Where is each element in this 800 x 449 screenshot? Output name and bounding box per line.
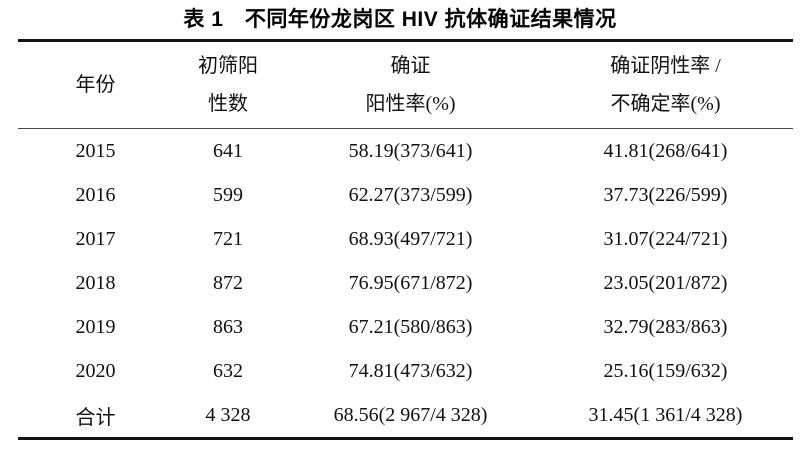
cell-screen-positive: 4 328 [205, 403, 251, 426]
header-confirm-positive-rate: 确证 阳性率(%) [283, 42, 538, 128]
cell-confirm-negative-rate: 31.07(224/721) [603, 227, 728, 250]
header-confirm-negative-rate-line1: 确证阴性率 / [610, 55, 721, 77]
cell-confirm-negative-rate: 23.05(201/872) [603, 271, 728, 294]
cell-confirm-positive-rate: 67.21(580/863) [348, 315, 473, 338]
table-title: 表 1 不同年份龙岗区 HIV 抗体确证结果情况 [183, 8, 617, 31]
top-rule [18, 39, 793, 42]
header-year-label: 年份 [75, 74, 116, 96]
cell-year: 2017 [75, 227, 116, 250]
cell-screen-positive: 863 [213, 315, 244, 338]
cell-confirm-negative-rate: 37.73(226/599) [603, 183, 728, 206]
cell-year: 2018 [75, 271, 116, 294]
bottom-rule [18, 437, 793, 440]
cell-year: 2019 [75, 315, 116, 338]
header-confirm-positive-rate-line1: 确证 [390, 55, 431, 77]
cell-screen-positive: 632 [213, 359, 244, 382]
cell-screen-positive: 721 [213, 227, 244, 250]
header-screen-positive: 初筛阳 性数 [173, 42, 283, 128]
cell-confirm-positive-rate: 62.27(373/599) [348, 183, 473, 206]
cell-year: 2016 [75, 183, 116, 206]
table-row: 2017 721 68.93(497/721) 31.07(224/721) [18, 217, 793, 261]
cell-confirm-positive-rate: 68.56(2 967/4 328) [333, 403, 488, 426]
cell-confirm-negative-rate: 25.16(159/632) [603, 359, 728, 382]
table-row: 2016 599 62.27(373/599) 37.73(226/599) [18, 173, 793, 217]
cell-confirm-negative-rate: 41.81(268/641) [603, 139, 728, 162]
header-year: 年份 [18, 42, 173, 128]
table-body: 2015 641 58.19(373/641) 41.81(268/641) 2… [18, 129, 793, 437]
cell-confirm-negative-rate: 31.45(1 361/4 328) [588, 403, 743, 426]
header-confirm-negative-rate: 确证阴性率 / 不确定率(%) [538, 42, 793, 128]
header-screen-positive-line1: 初筛阳 [198, 55, 259, 77]
table-row: 2020 632 74.81(473/632) 25.16(159/632) [18, 349, 793, 393]
cell-screen-positive: 641 [213, 139, 244, 162]
cell-confirm-positive-rate: 74.81(473/632) [348, 359, 473, 382]
header-rule [18, 128, 793, 129]
table-row-total: 合计 4 328 68.56(2 967/4 328) 31.45(1 361/… [18, 393, 793, 437]
table-header-row: 年份 初筛阳 性数 确证 阳性率(%) 确证阴性率 / 不确定率(%) [18, 42, 793, 128]
cell-confirm-positive-rate: 76.95(671/872) [348, 271, 473, 294]
table-row: 2019 863 67.21(580/863) 32.79(283/863) [18, 305, 793, 349]
cell-screen-positive: 599 [213, 183, 244, 206]
cell-year: 2020 [75, 359, 116, 382]
header-confirm-negative-rate-line2: 不确定率(%) [610, 93, 721, 115]
table-row: 2015 641 58.19(373/641) 41.81(268/641) [18, 129, 793, 173]
header-confirm-positive-rate-line2: 阳性率(%) [365, 93, 456, 115]
cell-year: 合计 [75, 406, 116, 429]
table-row: 2018 872 76.95(671/872) 23.05(201/872) [18, 261, 793, 305]
cell-confirm-positive-rate: 68.93(497/721) [348, 227, 473, 250]
cell-year: 2015 [75, 139, 116, 162]
cell-confirm-negative-rate: 32.79(283/863) [603, 315, 728, 338]
cell-confirm-positive-rate: 58.19(373/641) [348, 139, 473, 162]
cell-screen-positive: 872 [213, 271, 244, 294]
header-screen-positive-line2: 性数 [208, 93, 249, 115]
results-table: 年份 初筛阳 性数 确证 阳性率(%) 确证阴性率 / 不确定率(%) 2015… [18, 39, 793, 440]
